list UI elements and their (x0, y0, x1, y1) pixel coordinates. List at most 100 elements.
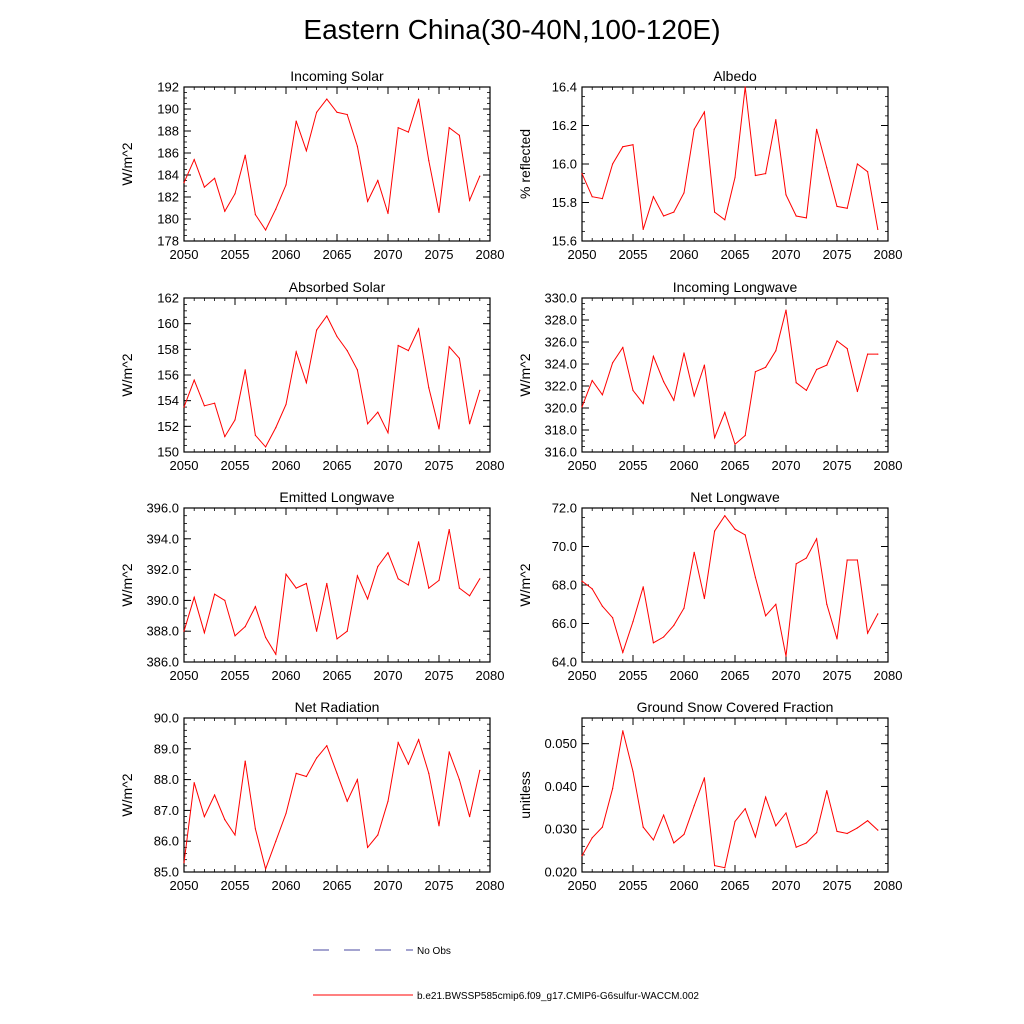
data-point (642, 586, 644, 588)
data-point (224, 436, 226, 438)
data-point (346, 113, 348, 116)
data-point (693, 395, 695, 397)
data-point (683, 607, 685, 609)
data-point (397, 344, 399, 347)
data-point (377, 565, 379, 568)
data-point (652, 196, 655, 198)
panel-emitted-longwave: Emitted Longwave W/m^2 2050 2055 2060 2065 207… (119, 489, 504, 683)
data-point (356, 369, 358, 371)
data-point (387, 432, 389, 434)
data-point (367, 200, 369, 202)
data-point (754, 174, 757, 177)
x-tick-label: 2055 (619, 878, 648, 893)
panel-albedo: Albedo % reflected 2050 2055 2060 2065 2070 207… (517, 68, 902, 262)
y-tick-label: 192 (157, 80, 179, 95)
data-point (765, 615, 767, 617)
data-point (724, 219, 726, 221)
data-point (214, 593, 216, 595)
data-point (714, 211, 716, 213)
data-point (867, 820, 869, 822)
data-point (336, 772, 338, 775)
y-tick-label: 392.0 (146, 562, 179, 577)
x-tick-label: 2070 (374, 668, 403, 683)
figure-title: Eastern China(30-40N,100-120E) (303, 14, 721, 45)
data-point (795, 846, 797, 848)
data-point (816, 832, 818, 834)
x-tick-label: 2060 (272, 458, 301, 473)
data-point (254, 606, 256, 608)
data-point (856, 163, 859, 165)
data-point (846, 207, 848, 209)
data-point (744, 808, 746, 810)
y-tick-label: 66.0 (552, 616, 577, 631)
x-tick-label: 2065 (323, 458, 352, 473)
data-point (581, 855, 583, 857)
y-tick-label: 85.0 (154, 865, 179, 880)
data-point (428, 160, 430, 162)
data-point (458, 134, 460, 136)
y-tick-label: 160 (157, 316, 179, 331)
series-line (183, 315, 481, 448)
x-tick-label: 2055 (221, 668, 250, 683)
x-tick-label: 2055 (619, 668, 648, 683)
data-point (224, 599, 226, 602)
data-point (724, 515, 726, 517)
y-tick-label: 70.0 (552, 539, 577, 554)
data-point (234, 193, 236, 195)
data-point (234, 419, 236, 421)
y-tick-label: 0.050 (544, 736, 577, 751)
data-point (479, 769, 481, 772)
data-point (254, 434, 256, 436)
data-point (387, 800, 389, 802)
data-point (356, 575, 358, 577)
panel-title: Net Radiation (295, 699, 380, 715)
data-point (663, 381, 665, 383)
data-point (244, 760, 246, 762)
data-point (826, 167, 828, 169)
y-axis-label: unitless (517, 771, 533, 818)
legend: No Obs b.e21.BWSSP585cmip6.f09_g17.CMIP6-… (313, 946, 699, 1002)
data-point (285, 812, 287, 815)
data-point (693, 128, 695, 130)
plot-frame (581, 86, 889, 242)
data-point (734, 528, 736, 530)
data-point (795, 215, 797, 217)
data-point (316, 757, 318, 759)
data-point (428, 387, 430, 389)
data-point (244, 626, 246, 628)
data-point (305, 150, 307, 152)
data-point (836, 638, 838, 640)
data-point (346, 800, 348, 802)
data-point (591, 196, 593, 198)
x-tick-label: 2065 (721, 247, 750, 262)
data-point (407, 763, 409, 765)
data-point (877, 353, 879, 355)
data-point (714, 865, 716, 867)
y-tick-label: 326.0 (544, 335, 577, 350)
y-axis-label: W/m^2 (517, 353, 533, 396)
data-point (367, 598, 369, 600)
data-point (479, 578, 481, 580)
y-tick-label: 87.0 (154, 803, 179, 818)
data-point (346, 350, 348, 352)
y-tick-label: 16.0 (552, 157, 577, 172)
data-point (734, 820, 736, 823)
data-point (765, 366, 767, 368)
x-tick-label: 2080 (874, 458, 903, 473)
y-tick-label: 88.0 (154, 772, 179, 787)
data-point (377, 411, 379, 413)
data-point (846, 559, 848, 561)
data-point (336, 111, 338, 113)
data-point (285, 184, 287, 186)
x-tick-label: 2070 (374, 247, 403, 262)
data-point (877, 228, 879, 230)
data-point (469, 595, 471, 597)
y-axis-label: % reflected (517, 129, 533, 199)
x-tick-label: 2060 (272, 668, 301, 683)
data-point (693, 551, 695, 553)
data-point (632, 770, 634, 773)
data-point (724, 867, 726, 869)
x-tick-label: 2055 (221, 878, 250, 893)
data-point (438, 428, 440, 430)
data-point (244, 154, 246, 156)
